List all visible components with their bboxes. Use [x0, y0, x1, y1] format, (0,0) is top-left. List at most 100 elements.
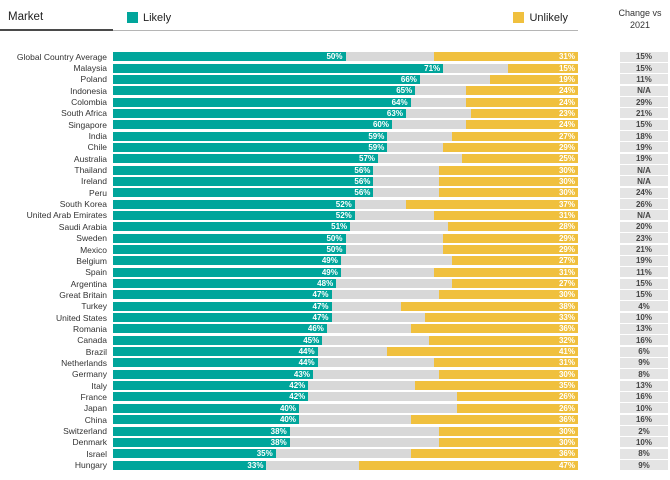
chart-row: Mexico 50% 29% 21%: [0, 244, 670, 255]
chart-row: South Korea 52% 37% 26%: [0, 198, 670, 210]
neutral-bar: [113, 313, 578, 323]
country-label: Great Britain: [59, 289, 107, 300]
unlikely-bar: 31%: [433, 52, 578, 62]
unlikely-value-label: 30%: [558, 176, 575, 186]
chart-row: Global Country Average 50% 31% 15%: [0, 51, 670, 62]
bar-track: 50% 31%: [113, 52, 578, 62]
change-value: 21%: [620, 108, 668, 119]
unlikely-value-label: 36%: [558, 324, 575, 334]
country-label: Germany: [72, 369, 107, 380]
likely-value-label: 52%: [335, 199, 352, 209]
chart-row: Israel 35% 36% 8%: [0, 448, 670, 459]
unlikely-bar: 31%: [433, 267, 578, 277]
likely-value-label: 71%: [424, 63, 441, 73]
neutral-bar: [113, 324, 578, 334]
neutral-bar: [113, 415, 578, 425]
likely-bar: 47%: [113, 301, 332, 311]
chart-row: India 59% 27% 18%: [0, 130, 670, 142]
change-cell: 19%: [578, 255, 670, 266]
chart-row: Switzerland 38% 30% 2%: [0, 425, 670, 437]
change-cell: 15%: [578, 278, 670, 289]
change-cell: 24%: [578, 187, 670, 198]
unlikely-bar: 25%: [461, 154, 578, 164]
likely-value-label: 57%: [359, 154, 376, 164]
change-cell: N/A: [578, 165, 670, 176]
unlikely-legend-swatch: [513, 12, 525, 23]
likely-bar: 43%: [113, 369, 313, 379]
change-cell: 19%: [578, 142, 670, 153]
neutral-bar: [113, 449, 578, 459]
likely-bar: 56%: [113, 176, 374, 186]
unlikely-value-label: 31%: [558, 52, 575, 62]
country-label: Spain: [85, 267, 107, 278]
country-label: Indonesia: [70, 85, 107, 96]
change-cell: 8%: [578, 448, 670, 459]
bar-track: 52% 31%: [113, 210, 578, 220]
bar-track: 56% 30%: [113, 188, 578, 198]
likely-value-label: 59%: [368, 142, 385, 152]
unlikely-value-label: 47%: [558, 460, 575, 470]
unlikely-bar: 29%: [443, 233, 578, 243]
neutral-bar: [113, 381, 578, 391]
change-cell: 10%: [578, 312, 670, 323]
likely-bar: 44%: [113, 347, 318, 357]
legend-unlikely: Unlikely: [513, 12, 568, 24]
neutral-bar: [113, 437, 578, 447]
unlikely-value-label: 29%: [558, 142, 575, 152]
legend: Likely Unlikely: [113, 5, 578, 31]
bar-track: 63% 23%: [113, 108, 578, 118]
likely-bar: 71%: [113, 63, 444, 73]
bar-track: 45% 32%: [113, 335, 578, 345]
chart-row: Malaysia 71% 15% 15%: [0, 62, 670, 74]
chart-row: Ireland 56% 30% N/A: [0, 176, 670, 187]
bar-track: 46% 36%: [113, 324, 578, 334]
legend-likely: Likely: [127, 12, 171, 24]
change-value: 24%: [620, 187, 668, 198]
likely-bar: 33%: [113, 460, 267, 470]
unlikely-value-label: 30%: [558, 188, 575, 198]
bar-track: 57% 25%: [113, 154, 578, 164]
chart-row: United Arab Emirates 52% 31% N/A: [0, 210, 670, 221]
unlikely-bar: 38%: [401, 301, 578, 311]
likely-value-label: 44%: [298, 358, 315, 368]
likely-value-label: 52%: [335, 210, 352, 220]
bar-track: 50% 29%: [113, 233, 578, 243]
change-cell: N/A: [578, 176, 670, 187]
change-cell: 9%: [578, 357, 670, 368]
unlikely-value-label: 26%: [558, 403, 575, 413]
unlikely-bar: 37%: [405, 199, 578, 209]
neutral-bar: [113, 392, 578, 402]
chart-row: South Africa 63% 23% 21%: [0, 108, 670, 119]
change-value: 11%: [620, 267, 668, 278]
change-cell: 15%: [578, 51, 670, 62]
chart-row: Denmark 38% 30% 10%: [0, 437, 670, 448]
change-cell: 11%: [578, 74, 670, 85]
country-label: Ireland: [81, 176, 107, 187]
unlikely-value-label: 37%: [558, 199, 575, 209]
likely-value-label: 56%: [354, 176, 371, 186]
country-label: Italy: [91, 380, 107, 391]
change-value: 13%: [620, 380, 668, 391]
chart-row: Great Britain 47% 30% 15%: [0, 289, 670, 300]
likely-value-label: 38%: [270, 437, 287, 447]
neutral-bar: [113, 245, 578, 255]
change-cell: 20%: [578, 221, 670, 232]
country-label: Netherlands: [61, 357, 107, 368]
change-value: 10%: [620, 437, 668, 448]
likely-bar: 64%: [113, 97, 411, 107]
change-value: 29%: [620, 97, 668, 108]
neutral-bar: [113, 335, 578, 345]
unlikely-value-label: 27%: [558, 279, 575, 289]
change-cell: 6%: [578, 346, 670, 357]
unlikely-bar: 35%: [415, 381, 578, 391]
neutral-bar: [113, 301, 578, 311]
change-cell: 26%: [578, 199, 670, 210]
likely-bar: 56%: [113, 188, 374, 198]
likely-bar: 56%: [113, 165, 374, 175]
unlikely-bar: 33%: [424, 313, 578, 323]
unlikely-bar: 30%: [438, 437, 578, 447]
bar-track: 49% 31%: [113, 267, 578, 277]
country-label: Sweden: [76, 233, 107, 244]
likely-value-label: 45%: [303, 335, 320, 345]
likely-bar: 38%: [113, 437, 290, 447]
